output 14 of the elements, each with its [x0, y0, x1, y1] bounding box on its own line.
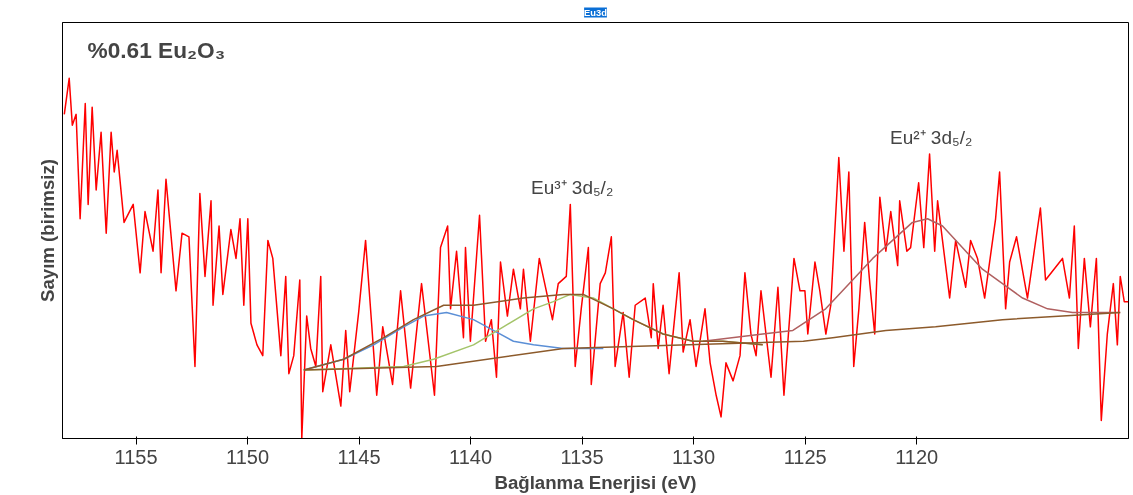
- x-tick-label: 1145: [337, 445, 381, 468]
- annotation: Eu²⁺ 3d₅/₂: [890, 126, 973, 148]
- x-axis-title: Bağlanma Enerjisi (eV): [494, 471, 697, 493]
- annotation: Eu³⁺ 3d₅/₂: [530, 177, 614, 199]
- x-tick-label: 1130: [672, 445, 716, 468]
- x-tick-label: 1155: [114, 445, 158, 468]
- y-axis-title: Sayım (birimsiz): [36, 158, 58, 303]
- chart-title: %0.61 Eu₂O₃: [87, 36, 226, 63]
- x-tick-label: 1140: [449, 445, 493, 468]
- x-tick-label: 1135: [560, 445, 604, 468]
- x-tick-label: 1120: [895, 445, 939, 468]
- x-tick-label: 1125: [783, 445, 827, 468]
- text: Eu3d: [584, 7, 608, 18]
- x-tick-label: 1150: [226, 445, 270, 468]
